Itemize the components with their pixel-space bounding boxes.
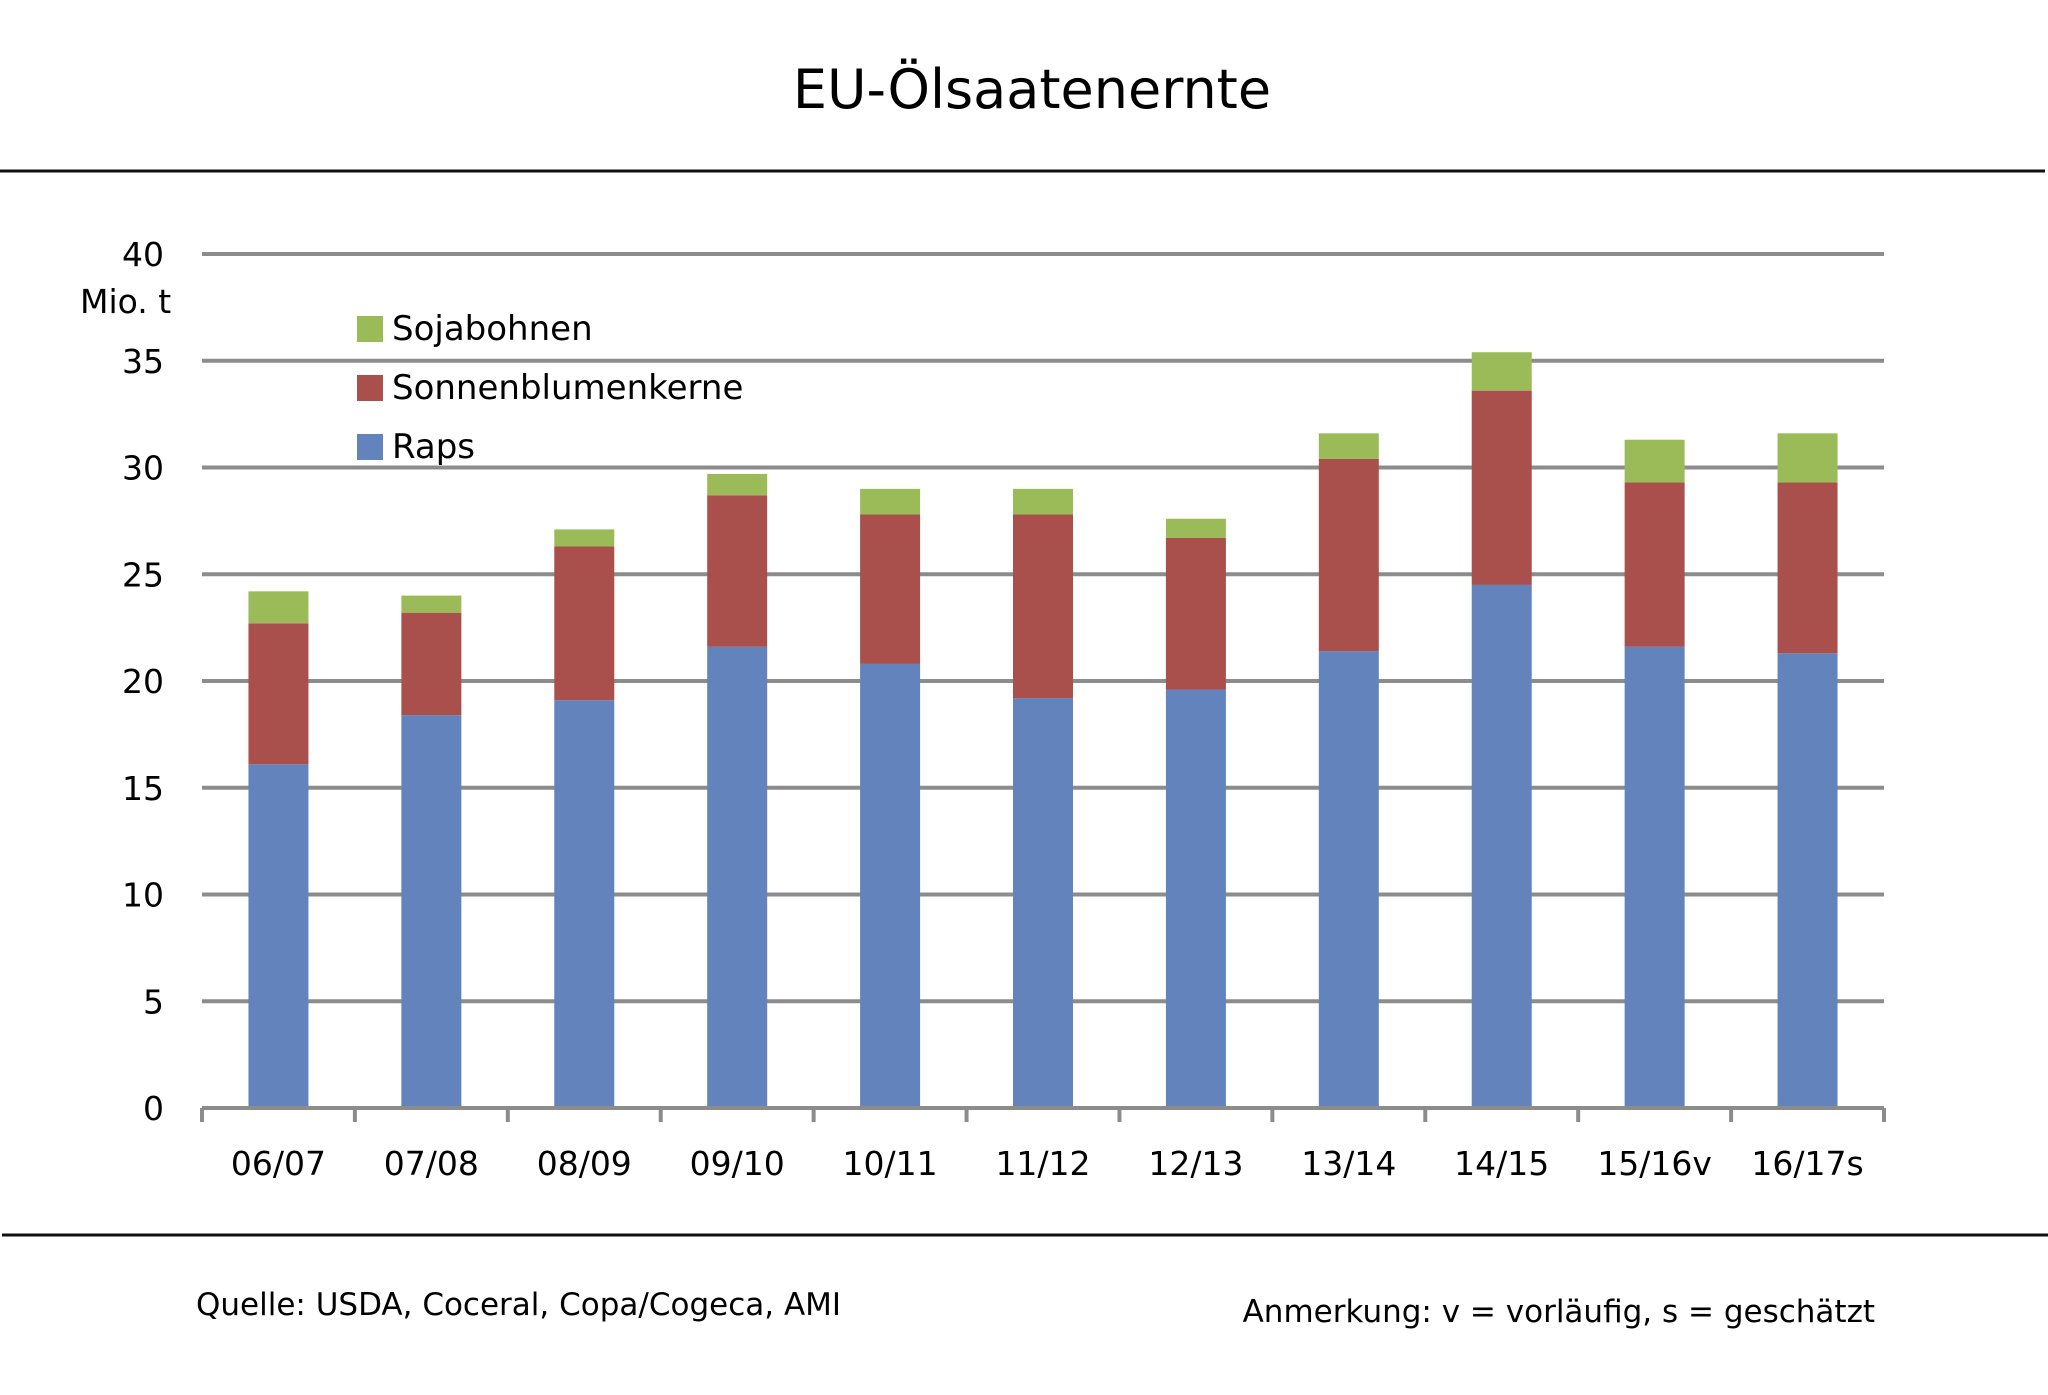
x-tick-label: 12/13 <box>1148 1144 1243 1183</box>
source-note: Quelle: USDA, Coceral, Copa/Cogeca, AMI <box>196 1287 841 1323</box>
bar-raps-10-11 <box>860 663 921 1108</box>
annotation-note: Anmerkung: v = vorläufig, s = geschätzt <box>1243 1294 1875 1330</box>
x-tick-labels: 06/07 07/08 08/09 09/10 10/11 11/12 12/13 13/14… <box>231 1144 1864 1183</box>
x-tick-label: 11/12 <box>995 1144 1090 1183</box>
bar-sonnenblumenkerne-09-10 <box>707 495 768 647</box>
bar-sojabohnen-13-14 <box>1318 433 1379 459</box>
bar-raps-16-17s <box>1777 653 1838 1108</box>
bar-sonnenblumenkerne-12-13 <box>1165 537 1226 690</box>
bar-sojabohnen-07-08 <box>401 595 462 613</box>
bar-sojabohnen-14-15 <box>1471 352 1532 391</box>
x-tick-label: 07/08 <box>384 1144 479 1183</box>
y-axis: 0 5 10 15 20 25 30 35 40 <box>122 235 164 1128</box>
bar-sojabohnen-08-09 <box>554 529 615 547</box>
bar-sonnenblumenkerne-06-07 <box>248 623 309 765</box>
bar-sonnenblumenkerne-08-09 <box>554 546 615 701</box>
bar-sonnenblumenkerne-15-16v <box>1624 482 1685 647</box>
bar-sojabohnen-06-07 <box>248 591 309 624</box>
x-tick-label: 09/10 <box>690 1144 785 1183</box>
bar-raps-14-15 <box>1471 584 1532 1108</box>
legend-swatch-sonnenblumenkerne <box>357 375 383 401</box>
y-tick-label: 40 <box>122 235 164 274</box>
legend: Sojabohnen Sonnenblumenkerne Raps <box>357 309 743 467</box>
bar-sonnenblumenkerne-10-11 <box>860 514 921 664</box>
bar-sonnenblumenkerne-14-15 <box>1471 390 1532 585</box>
y-tick-label: 0 <box>143 1089 164 1128</box>
x-tick-label: 13/14 <box>1301 1144 1396 1183</box>
bar-sojabohnen-09-10 <box>707 473 768 496</box>
x-tick-label: 06/07 <box>231 1144 326 1183</box>
chart-title: EU-Ölsaatenernte <box>793 58 1271 121</box>
legend-label-raps: Raps <box>392 427 475 467</box>
y-tick-label: 10 <box>122 876 164 915</box>
x-tick-label: 16/17s <box>1751 1144 1863 1183</box>
y-tick-label: 25 <box>122 555 164 594</box>
bar-raps-06-07 <box>248 764 309 1108</box>
legend-label-sojabohnen: Sojabohnen <box>392 309 593 349</box>
bar-sojabohnen-10-11 <box>860 488 921 515</box>
y-tick-label: 30 <box>122 449 164 488</box>
bar-sonnenblumenkerne-07-08 <box>401 612 462 716</box>
bars <box>248 352 1838 1108</box>
y-tick-label: 5 <box>143 982 164 1021</box>
x-axis <box>200 1106 1886 1122</box>
bar-sojabohnen-16-17s <box>1777 433 1838 483</box>
bar-sonnenblumenkerne-11-12 <box>1013 514 1073 699</box>
bar-raps-13-14 <box>1318 651 1379 1108</box>
x-tick-label: 15/16v <box>1597 1144 1712 1183</box>
y-tick-label: 35 <box>122 342 164 381</box>
bar-raps-07-08 <box>401 715 462 1108</box>
bar-raps-11-12 <box>1013 698 1073 1108</box>
bar-raps-12-13 <box>1165 689 1226 1108</box>
bar-sojabohnen-15-16v <box>1624 439 1685 483</box>
x-tick-label: 08/09 <box>537 1144 632 1183</box>
bar-sojabohnen-12-13 <box>1165 518 1226 538</box>
bar-sonnenblumenkerne-13-14 <box>1318 458 1379 652</box>
bar-sonnenblumenkerne-16-17s <box>1777 482 1838 654</box>
x-tick-label: 10/11 <box>843 1144 938 1183</box>
y-tick-label: 15 <box>122 769 164 808</box>
legend-label-sonnenblumenkerne: Sonnenblumenkerne <box>392 368 743 408</box>
bar-raps-09-10 <box>707 646 768 1108</box>
x-tick-label: 14/15 <box>1454 1144 1549 1183</box>
y-tick-label: 20 <box>122 662 164 701</box>
bar-raps-08-09 <box>554 700 615 1108</box>
bar-sojabohnen-11-12 <box>1013 488 1073 515</box>
legend-swatch-sojabohnen <box>357 316 383 342</box>
legend-swatch-raps <box>357 434 383 460</box>
bar-raps-15-16v <box>1624 646 1685 1108</box>
y-axis-label: Mio. t <box>80 282 171 321</box>
